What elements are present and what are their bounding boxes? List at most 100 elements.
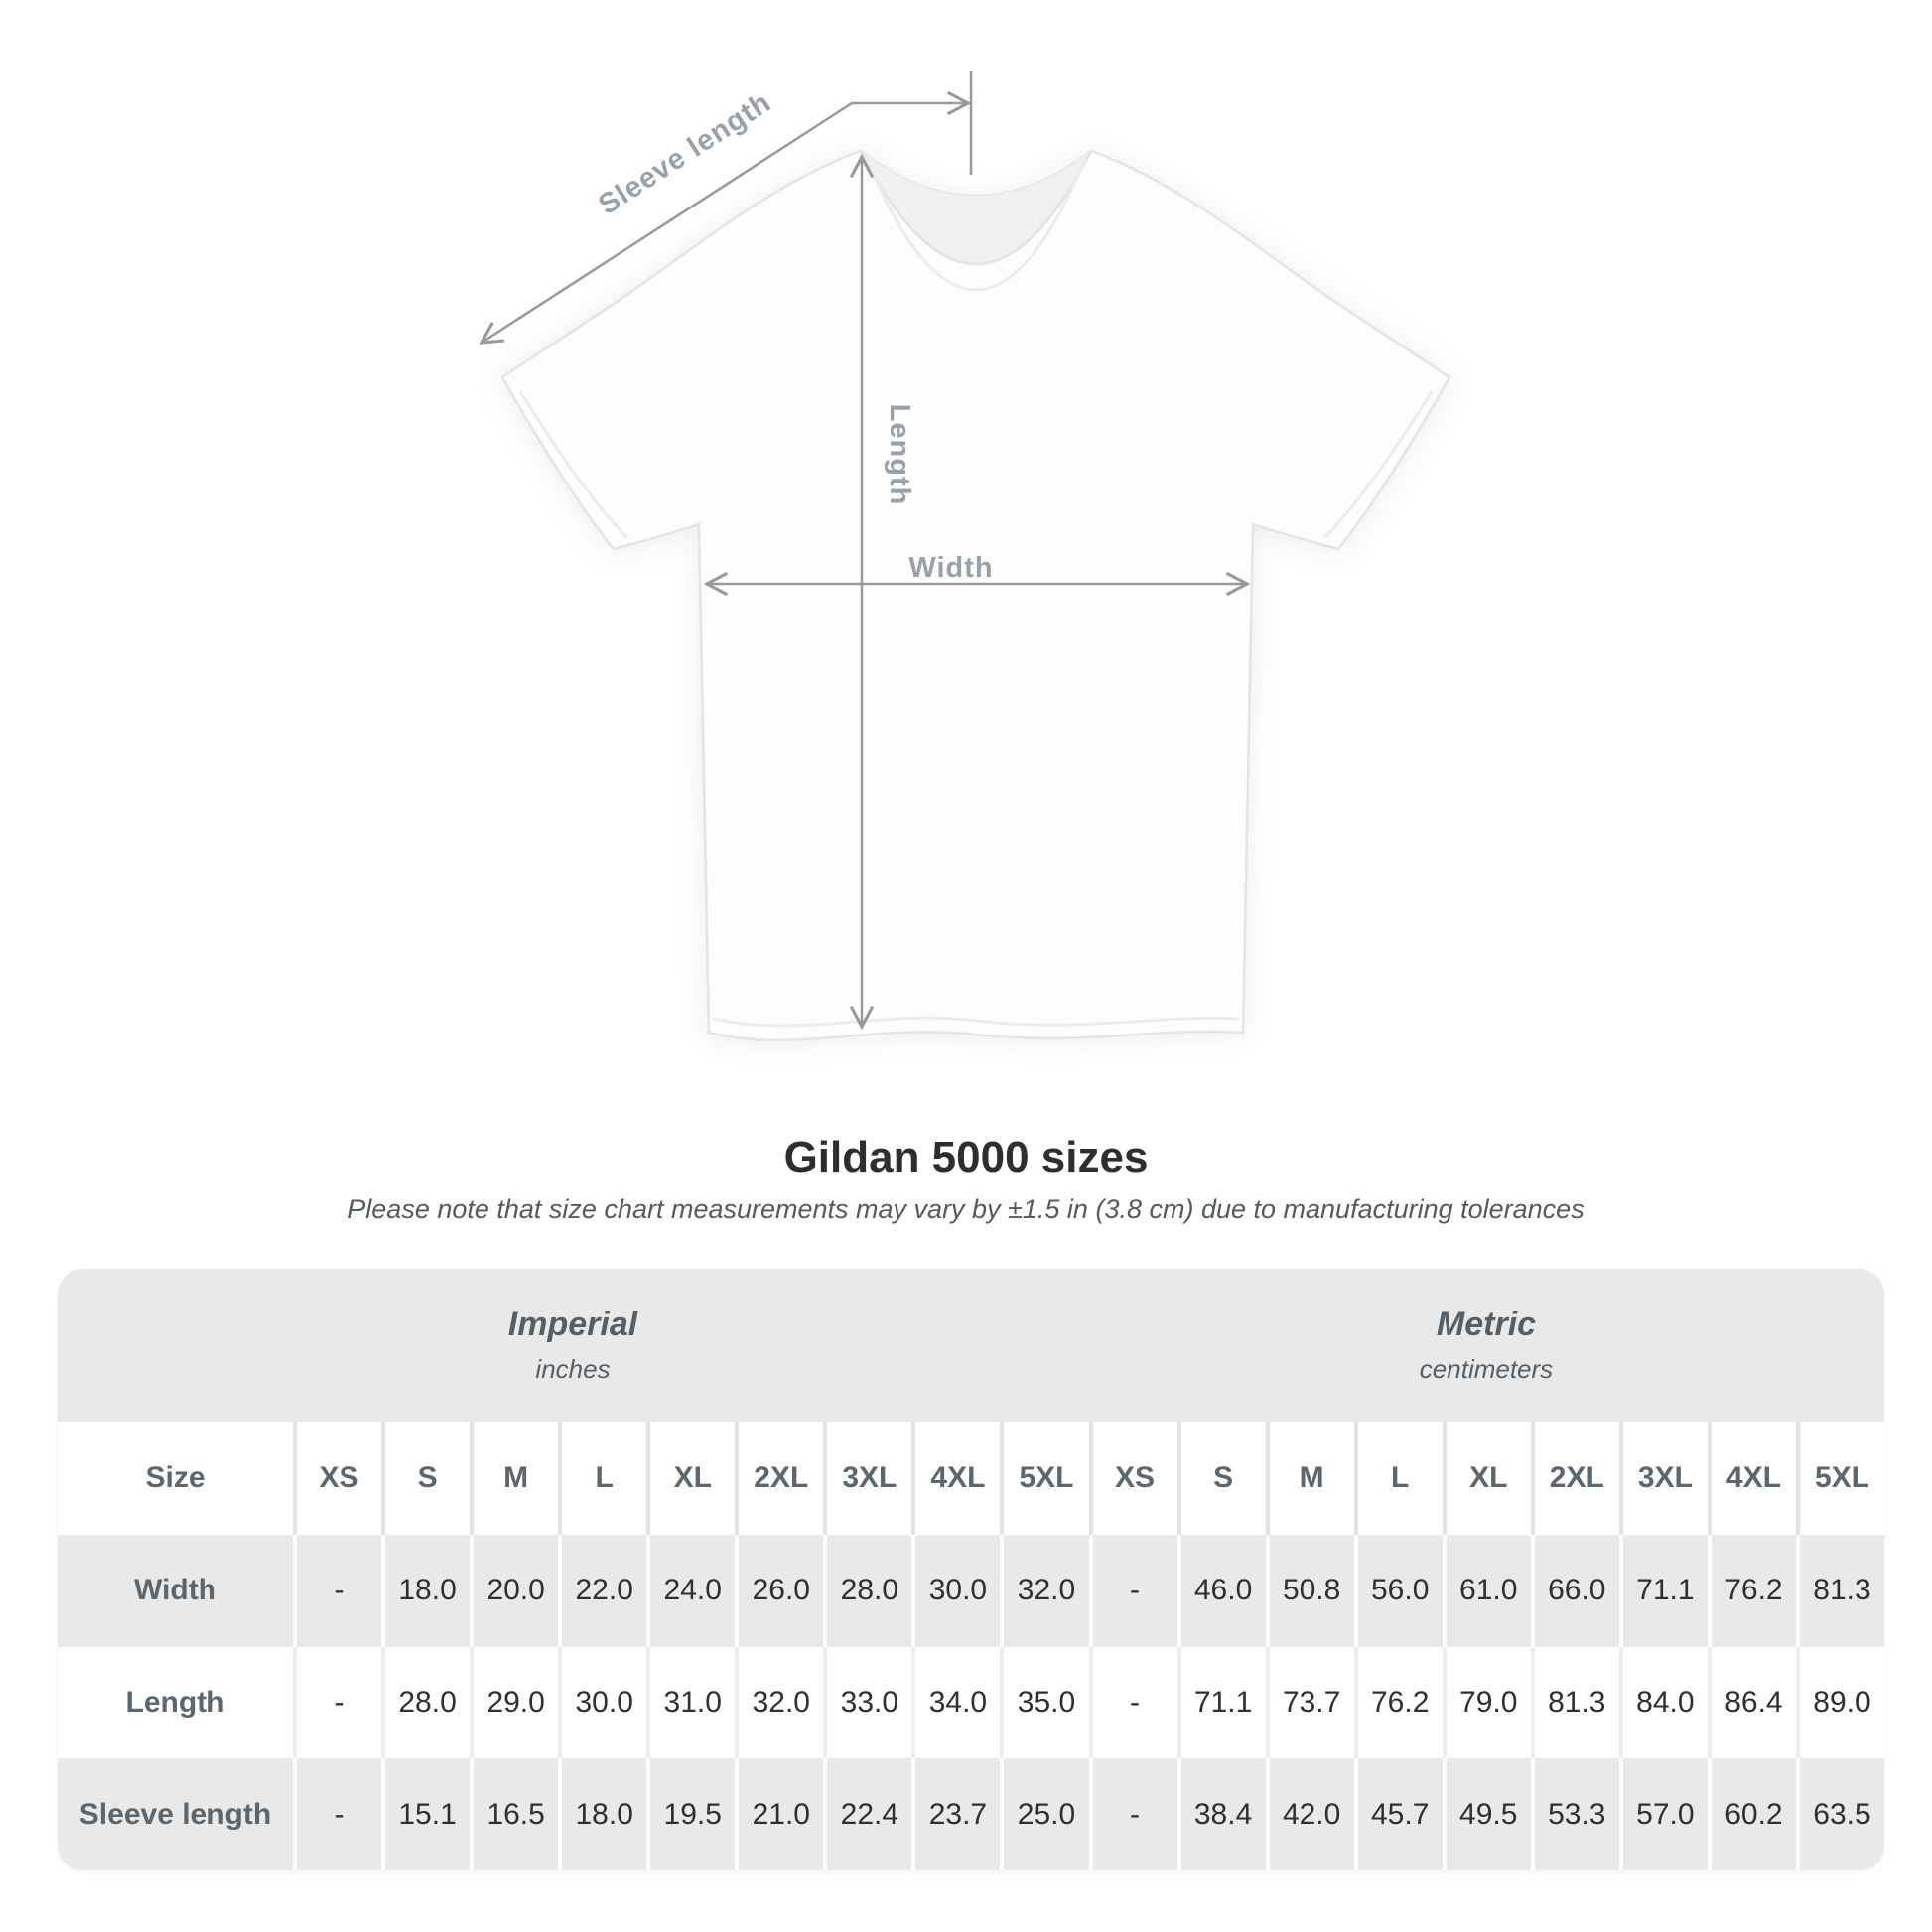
size-col-header: L xyxy=(1353,1422,1443,1535)
value-cell: 89.0 xyxy=(1795,1646,1884,1759)
imperial-group-header: Imperial inches xyxy=(58,1269,1088,1422)
value-cell: 46.0 xyxy=(1176,1535,1266,1647)
value-cell: 56.0 xyxy=(1353,1535,1443,1647)
value-cell: 29.0 xyxy=(470,1646,558,1759)
tshirt-measurement-diagram: Sleeve length Length Width xyxy=(479,71,1451,1042)
size-col-header: XS xyxy=(293,1422,381,1535)
size-col-header: 5XL xyxy=(1000,1422,1088,1535)
size-col-header: S xyxy=(381,1422,470,1535)
size-col-header: M xyxy=(1265,1422,1354,1535)
value-cell: 32.0 xyxy=(735,1646,823,1759)
imperial-unit: inches xyxy=(535,1354,611,1384)
value-cell: 25.0 xyxy=(1000,1758,1088,1871)
value-cell: 18.0 xyxy=(381,1535,470,1647)
size-corner-label: Size xyxy=(145,1461,206,1494)
value-cell: 31.0 xyxy=(646,1646,735,1759)
value-cell: 22.0 xyxy=(558,1535,646,1647)
size-col-header: 3XL xyxy=(823,1422,911,1535)
size-col-header: S xyxy=(1176,1422,1266,1535)
sleeve-length-arrow xyxy=(479,90,972,345)
value-cell: - xyxy=(293,1535,381,1647)
value-cell: 15.1 xyxy=(381,1758,470,1871)
value-cell: 22.4 xyxy=(823,1758,911,1871)
value-cell: 35.0 xyxy=(1000,1646,1088,1759)
metric-unit: centimeters xyxy=(1419,1354,1554,1384)
value-cell: 49.5 xyxy=(1442,1758,1531,1871)
value-cell: 30.0 xyxy=(558,1646,646,1759)
imperial-label: Imperial xyxy=(507,1306,638,1343)
value-cell: 60.2 xyxy=(1707,1758,1796,1871)
metric-group-header: Metric centimeters xyxy=(1088,1269,1884,1422)
value-cell: 19.5 xyxy=(646,1758,735,1871)
bottom-hem-seam xyxy=(712,1016,1240,1028)
size-header-row: Size XS S M L XL 2XL 3XL 4XL 5XL XS S M … xyxy=(58,1422,1884,1535)
value-cell: 38.4 xyxy=(1176,1758,1266,1871)
value-cell: 18.0 xyxy=(558,1758,646,1871)
value-cell: - xyxy=(1088,1646,1177,1759)
value-cell: 53.3 xyxy=(1530,1758,1619,1871)
value-cell: 76.2 xyxy=(1707,1535,1796,1647)
table-row-length: Length - 28.0 29.0 30.0 31.0 32.0 33.0 3… xyxy=(58,1646,1884,1759)
size-col-header: XL xyxy=(1442,1422,1531,1535)
value-cell: 81.3 xyxy=(1530,1646,1619,1759)
value-cell: 26.0 xyxy=(735,1535,823,1647)
value-cell: 66.0 xyxy=(1530,1535,1619,1647)
value-cell: 73.7 xyxy=(1265,1646,1354,1759)
value-cell: 71.1 xyxy=(1618,1535,1708,1647)
value-cell: 57.0 xyxy=(1618,1758,1708,1871)
value-cell: 21.0 xyxy=(735,1758,823,1871)
row-label: Length xyxy=(125,1686,225,1720)
tshirt-illustration xyxy=(500,149,1451,1042)
size-col-header: 5XL xyxy=(1795,1422,1884,1535)
value-cell: 28.0 xyxy=(823,1535,911,1647)
size-col-header: 2XL xyxy=(735,1422,823,1535)
value-cell: 42.0 xyxy=(1265,1758,1354,1871)
table-row-width: Width - 18.0 20.0 22.0 24.0 26.0 28.0 30… xyxy=(58,1535,1884,1647)
row-label: Width xyxy=(133,1574,217,1607)
value-cell: 34.0 xyxy=(911,1646,1000,1759)
value-cell: - xyxy=(1088,1535,1177,1647)
value-cell: 61.0 xyxy=(1442,1535,1531,1647)
value-cell: - xyxy=(293,1646,381,1759)
size-col-header: M xyxy=(470,1422,558,1535)
value-cell: 20.0 xyxy=(470,1535,558,1647)
value-cell: 24.0 xyxy=(646,1535,735,1647)
row-label: Sleeve length xyxy=(78,1797,272,1831)
value-cell: 71.1 xyxy=(1176,1646,1266,1759)
size-col-header: 3XL xyxy=(1618,1422,1708,1535)
value-cell: 23.7 xyxy=(911,1758,1000,1871)
value-cell: 33.0 xyxy=(823,1646,911,1759)
page-title: Gildan 5000 sizes xyxy=(783,1133,1149,1181)
value-cell: 79.0 xyxy=(1442,1646,1531,1759)
length-label: Length xyxy=(884,404,915,506)
size-col-header: 2XL xyxy=(1530,1422,1619,1535)
table-row-sleeve-length: Sleeve length - 15.1 16.5 18.0 19.5 21.0… xyxy=(58,1758,1884,1871)
left-sleeve-hem xyxy=(518,390,629,540)
unit-group-row: Imperial inches Metric centimeters xyxy=(58,1269,1884,1422)
size-chart-table: Imperial inches Metric centimeters Size … xyxy=(58,1269,1884,1871)
size-col-header: XL xyxy=(646,1422,735,1535)
value-cell: 30.0 xyxy=(911,1535,1000,1647)
tolerance-note: Please note that size chart measurements… xyxy=(347,1194,1585,1224)
tshirt-silhouette xyxy=(500,149,1451,1042)
value-cell: 63.5 xyxy=(1795,1758,1884,1871)
width-label: Width xyxy=(908,552,993,584)
value-cell: 32.0 xyxy=(1000,1535,1088,1647)
size-col-header: 4XL xyxy=(911,1422,1000,1535)
sleeve-length-label: Sleeve length xyxy=(593,86,776,221)
metric-label: Metric xyxy=(1436,1306,1537,1343)
size-col-header: L xyxy=(558,1422,646,1535)
size-col-header: XS xyxy=(1088,1422,1177,1535)
value-cell: 86.4 xyxy=(1707,1646,1796,1759)
value-cell: 28.0 xyxy=(381,1646,470,1759)
value-cell: 84.0 xyxy=(1618,1646,1708,1759)
value-cell: 50.8 xyxy=(1265,1535,1354,1647)
value-cell: - xyxy=(1088,1758,1177,1871)
value-cell: 16.5 xyxy=(470,1758,558,1871)
value-cell: 45.7 xyxy=(1353,1758,1443,1871)
right-sleeve-hem xyxy=(1322,390,1434,540)
value-cell: 76.2 xyxy=(1353,1646,1443,1759)
value-cell: 81.3 xyxy=(1795,1535,1884,1647)
size-col-header: 4XL xyxy=(1707,1422,1796,1535)
value-cell: - xyxy=(293,1758,381,1871)
